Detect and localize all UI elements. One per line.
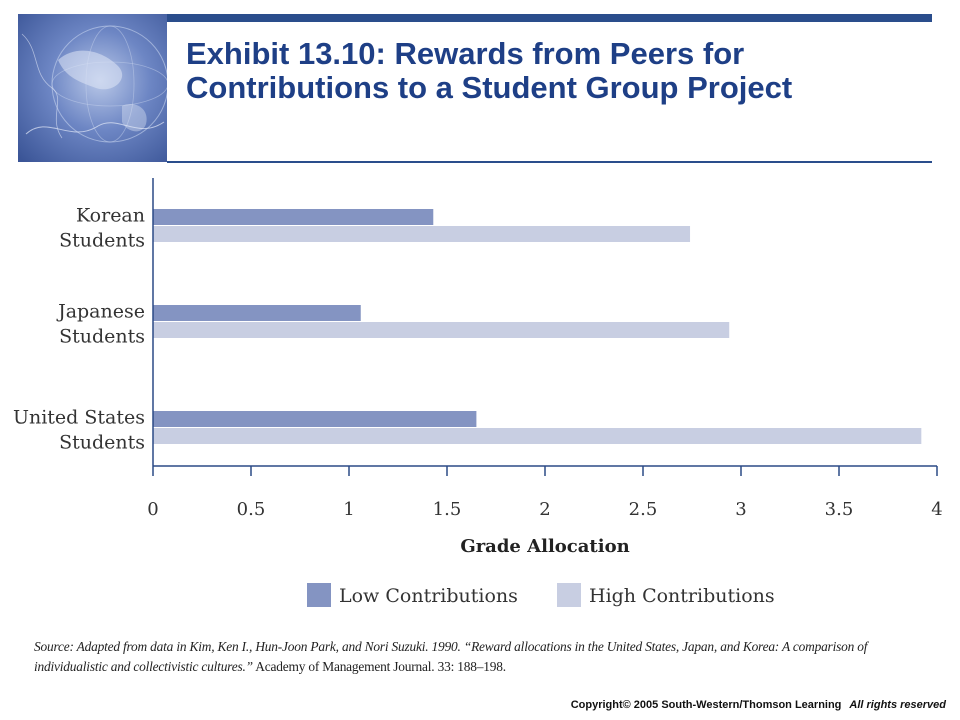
bar-2-1 — [153, 428, 922, 444]
x-tick-label: 1.5 — [433, 499, 462, 520]
category-label: Students — [59, 326, 145, 348]
legend-label-1: High Contributions — [589, 585, 775, 607]
legend-label-0: Low Contributions — [339, 585, 518, 607]
x-tick-label: 3.5 — [825, 499, 854, 520]
category-label: Japanese — [56, 301, 145, 323]
title-top-bar — [167, 14, 932, 22]
x-ticks-group: 0 0.5 1 1.5 2 2.5 3 3.5 4 — [147, 466, 943, 520]
bar-0-0 — [153, 209, 434, 225]
x-tick-label: 0.5 — [237, 499, 266, 520]
bar-1-1 — [153, 322, 730, 338]
rights-text: All rights reserved — [849, 699, 946, 711]
legend-swatch-0 — [307, 583, 331, 607]
title-divider — [167, 161, 932, 163]
grade-allocation-bar-chart: Korean Students Japanese Students United Sta… — [13, 178, 943, 607]
category-label: United States — [13, 407, 145, 429]
source-note: Source: Adapted from data in Kim, Ken I.… — [34, 637, 914, 677]
category-label: Students — [59, 230, 145, 252]
bar-0-1 — [153, 226, 691, 242]
header-globe-image — [18, 14, 167, 162]
source-citation: Source: Adapted from data in Kim, Ken I.… — [34, 639, 868, 674]
legend: Low Contributions High Contributions — [307, 583, 775, 607]
x-tick-label: 2 — [539, 499, 550, 520]
x-tick-label: 3 — [735, 499, 746, 520]
globe-graphic-icon — [18, 14, 167, 162]
bar-1-0 — [153, 305, 361, 321]
x-axis-title: Grade Allocation — [460, 536, 629, 557]
source-journal: Academy of Management Journal. 33: 188–1… — [255, 659, 506, 674]
bars-group — [153, 209, 922, 444]
category-labels-group: Korean Students Japanese Students United Sta… — [13, 205, 145, 454]
copyright-text: Copyright© 2005 South-Western/Thomson Le… — [570, 699, 842, 711]
slide-title: Exhibit 13.10: Rewards from Peers for Co… — [186, 36, 793, 105]
category-label: Students — [59, 432, 145, 454]
legend-swatch-1 — [557, 583, 581, 607]
x-tick-label: 0 — [147, 499, 158, 520]
x-tick-label: 1 — [343, 499, 354, 520]
category-label: Korean — [76, 205, 145, 227]
x-tick-label: 4 — [931, 499, 942, 520]
x-tick-label: 2.5 — [629, 499, 658, 520]
bar-2-0 — [153, 411, 477, 427]
copyright-line: Copyright© 2005 South-Western/Thomson Le… — [571, 699, 946, 711]
